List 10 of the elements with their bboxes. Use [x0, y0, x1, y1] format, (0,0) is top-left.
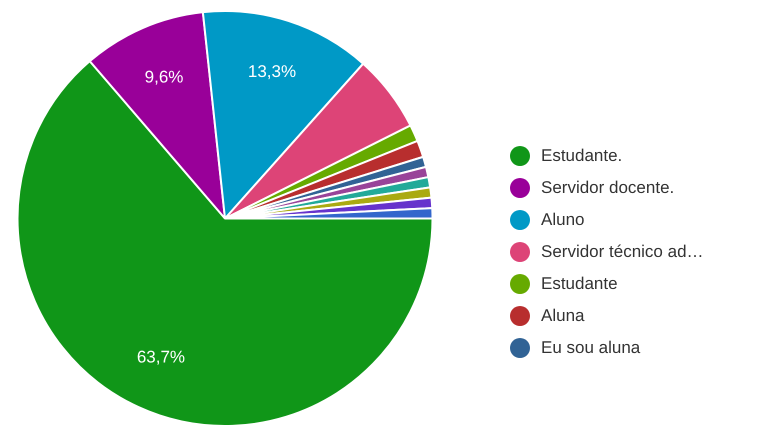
legend-label: Estudante. [541, 146, 622, 166]
legend-label: Servidor docente. [541, 178, 674, 198]
legend-label: Aluna [541, 306, 584, 326]
data-label: 9,6% [144, 67, 184, 86]
legend-label: Estudante [541, 274, 618, 294]
data-label: 13,3% [248, 62, 296, 82]
legend-label: Eu sou aluna [541, 338, 640, 358]
legend-label: Aluno [541, 210, 584, 230]
data-label: 63,7% [136, 348, 186, 367]
legend-label: Servidor técnico ad… [541, 242, 704, 262]
